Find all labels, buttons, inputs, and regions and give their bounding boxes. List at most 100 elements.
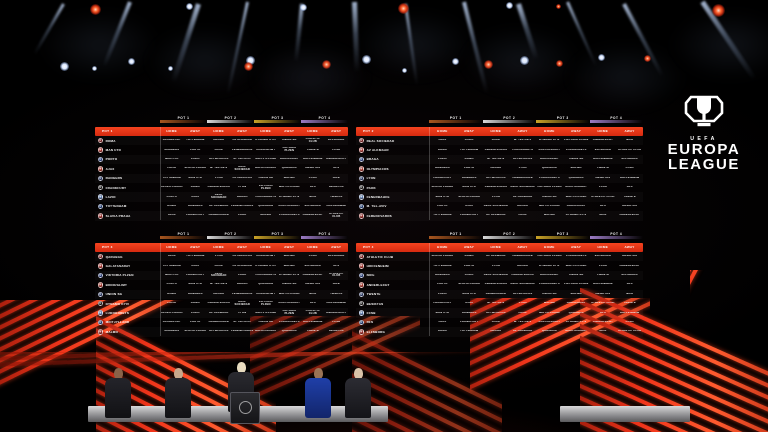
opponent-cell[interactable]: RFS <box>309 302 316 305</box>
opponent-cell[interactable]: M. TEL-AVIV <box>487 302 505 305</box>
opponent-cell[interactable]: VIKTORIA PLZEN <box>282 147 297 153</box>
opponent-cell[interactable]: AZ ALKMAAR <box>512 330 533 333</box>
row-team-cell[interactable]: UNION SG <box>95 291 160 297</box>
opponent-cell[interactable]: GALATASARAY <box>538 148 561 151</box>
opponent-cell[interactable]: PAOK <box>491 139 500 142</box>
row-team-cell[interactable]: VIKTORIA PLZEN <box>95 272 160 279</box>
row-team-cell[interactable]: LYON <box>356 175 429 181</box>
opponent-cell[interactable]: FERENCVAROS <box>484 283 507 286</box>
opponent-cell[interactable]: MIDTJYLLAND <box>565 264 587 267</box>
row-team-cell[interactable]: HOFFENHEIM <box>356 263 429 269</box>
opponent-cell[interactable]: QARABAG <box>568 176 584 179</box>
opponent-cell[interactable]: FRANKFURT <box>460 214 479 217</box>
opponent-cell[interactable]: TWENTE <box>330 195 343 198</box>
opponent-cell[interactable]: GALATASARAY <box>538 320 561 323</box>
opponent-cell[interactable]: OLYMPIACOS <box>232 176 252 179</box>
opponent-cell[interactable]: BODO/GLIMT <box>566 204 586 207</box>
opponent-cell[interactable]: PORTO <box>437 283 448 286</box>
table-row[interactable]: REAL SOCIEDAD AJAX LAZIO PAOK M. TEL-AVIV DYN… <box>356 136 643 145</box>
opponent-cell[interactable]: TWENTE <box>596 167 610 170</box>
opponent-cell[interactable]: MIDTJYLLAND <box>539 311 560 314</box>
opponent-cell[interactable]: ROMA <box>167 292 177 295</box>
opponent-cell[interactable]: AZ ALKMAAR <box>209 204 229 207</box>
opponent-cell[interactable]: ATHLETIC CLUB <box>591 302 615 305</box>
row-team-cell[interactable]: TOTTENHAM <box>95 203 160 210</box>
opponent-cell[interactable]: TWENTE <box>330 292 343 295</box>
opponent-cell[interactable]: TOTTENHAM <box>186 255 205 258</box>
opponent-cell[interactable]: PAOK <box>518 311 527 314</box>
opponent-cell[interactable]: FRANKFURT <box>162 320 181 323</box>
opponent-cell[interactable]: FCSB <box>625 167 634 170</box>
opponent-cell[interactable]: ANDERLECHT <box>619 214 640 217</box>
table-row[interactable]: FRANKFURT SLAVIA PRAHA ROMA FERENCVAROS LYON… <box>95 183 348 192</box>
row-team-cell[interactable]: TWENTE <box>356 291 429 297</box>
opponent-cell[interactable]: LAZIO <box>167 167 177 170</box>
opponent-cell[interactable]: FCSB <box>308 176 317 179</box>
opponent-cell[interactable]: MAN UTD <box>188 176 203 179</box>
opponent-cell[interactable]: OLYMPIACOS <box>209 330 229 333</box>
table-row[interactable]: TWENTE LAZIO MAN UTD FENERBAHCE OLYMPIACOS UN… <box>356 290 643 299</box>
table-row[interactable]: BESIKTAS FRANKFURT AJAX M. TEL-AVIV LYON MALM… <box>356 299 643 308</box>
opponent-cell[interactable]: RFS <box>309 186 316 189</box>
opponent-cell[interactable]: HOFFENHEIM <box>326 204 346 207</box>
row-team-cell[interactable]: NICE <box>356 272 429 279</box>
table-row[interactable]: UNION SG ROMA RANGERS BRAGA FENERBAHCE BODO/G… <box>95 290 348 299</box>
opponent-cell[interactable]: ANDERLECHT <box>592 139 613 142</box>
opponent-cell[interactable]: NICE <box>309 195 317 198</box>
row-team-cell[interactable]: PAOK <box>356 184 429 191</box>
opponent-cell[interactable]: FCSB <box>308 255 317 258</box>
opponent-cell[interactable]: BESIKTAS <box>305 167 321 170</box>
opponent-cell[interactable]: MIDTJYLLAND <box>255 157 277 160</box>
opponent-cell[interactable]: UNION SG <box>542 292 557 295</box>
opponent-cell[interactable]: UNION SG <box>568 273 584 276</box>
opponent-cell[interactable]: TWENTE <box>306 330 319 333</box>
opponent-cell[interactable]: TWENTE <box>596 273 610 276</box>
opponent-cell[interactable]: GALATASARAY <box>254 167 277 170</box>
opponent-cell[interactable]: VIKTORIA PLZEN <box>258 300 273 306</box>
table-row[interactable]: RFS AJAX FRANKFURT PAOK M. TEL-AVIV GALATASAR… <box>356 318 643 327</box>
opponent-cell[interactable]: ATHLETIC CLUB <box>617 330 642 333</box>
opponent-cell[interactable]: GALATASARAY <box>565 186 587 189</box>
opponent-cell[interactable]: ROMA <box>437 148 447 151</box>
opponent-cell[interactable]: SLAVIA PRAHA <box>431 255 454 258</box>
opponent-cell[interactable]: DYNAMO KYIV <box>255 264 277 267</box>
opponent-cell[interactable]: FENERBAHCE <box>512 176 533 179</box>
opponent-cell[interactable]: M. TEL-AVIV <box>233 320 251 323</box>
opponent-cell[interactable]: LUDOGORETS <box>512 148 533 151</box>
row-team-cell[interactable]: RFS <box>356 319 429 326</box>
opponent-cell[interactable]: PAOK <box>214 148 223 151</box>
opponent-cell[interactable]: BESIKTAS <box>595 176 611 179</box>
opponent-cell[interactable]: RANGERS <box>461 311 477 314</box>
opponent-cell[interactable]: BRAGA <box>236 195 248 198</box>
opponent-cell[interactable]: UNION SG <box>258 320 274 323</box>
opponent-cell[interactable]: OLYMPIACOS <box>486 176 506 179</box>
opponent-cell[interactable]: HOFFENHEIM <box>303 320 323 323</box>
row-team-cell[interactable]: AJAX <box>95 166 160 172</box>
row-team-cell[interactable]: LUDOGORETS <box>95 310 160 316</box>
opponent-cell[interactable]: FRANKFURT <box>433 176 452 179</box>
opponent-cell[interactable]: GALATASARAY <box>278 204 301 207</box>
opponent-cell[interactable]: DYNAMO KYIV <box>539 264 560 267</box>
opponent-cell[interactable]: DYNAMO KYIV <box>565 320 587 323</box>
opponent-cell[interactable]: BESIKTAS <box>622 204 637 207</box>
table-row[interactable]: PORTO MAN UTD LAZIO OLYMPIACOS M. TEL-AVIV MI… <box>95 155 348 164</box>
opponent-cell[interactable]: LAZIO <box>167 302 177 305</box>
opponent-cell[interactable]: ROMA <box>464 255 474 258</box>
opponent-cell[interactable]: OLYMPIACOS <box>209 157 229 160</box>
table-row[interactable]: VIKTORIA PLZEN MAN UTD FRANKFURT REAL SOCIE… <box>95 271 348 280</box>
opponent-cell[interactable]: TOTTENHAM <box>459 148 479 151</box>
opponent-cell[interactable]: REAL SOCIEDAD <box>234 300 250 306</box>
opponent-cell[interactable]: MAN UTD <box>462 292 476 295</box>
opponent-cell[interactable]: RFS <box>333 167 340 170</box>
opponent-cell[interactable]: LYON <box>214 176 223 179</box>
opponent-cell[interactable]: LYON <box>238 311 247 314</box>
opponent-cell[interactable]: VIKTORIA PLZEN <box>563 283 589 286</box>
opponent-cell[interactable]: LUDOGORETS <box>278 320 300 323</box>
row-team-cell[interactable]: FCSB <box>356 310 429 316</box>
table-row[interactable]: ATHLETIC CLUB SLAVIA PRAHA ROMA AZ ALKMAAR F… <box>356 252 643 261</box>
opponent-cell[interactable]: ROMA <box>190 186 200 189</box>
table-row[interactable]: MALMO RANGERS SLAVIA PRAHA OLYMPIACOS FERENC… <box>95 327 348 336</box>
opponent-cell[interactable]: LAZIO <box>190 157 200 160</box>
opponent-cell[interactable]: NICE <box>599 330 607 333</box>
row-team-cell[interactable]: M. TEL-AVIV <box>356 203 429 210</box>
